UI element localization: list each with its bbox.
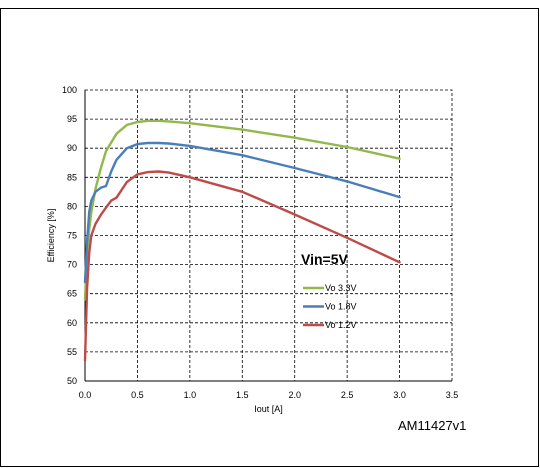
x-tick-label: 2.5 (341, 390, 354, 400)
y-tick-label: 95 (67, 114, 77, 124)
y-tick-label: 80 (67, 201, 77, 211)
x-tick-label: 3.0 (393, 390, 406, 400)
y-tick-label: 60 (67, 318, 77, 328)
series-line-vo-1-2v (83, 170, 401, 362)
legend-label-vo-1-8v: Vo 1.8V (325, 302, 357, 312)
y-tick-label: 75 (67, 231, 77, 241)
x-tick-label: 0.5 (131, 390, 144, 400)
y-tick-label: 90 (67, 143, 77, 153)
series-line-vo-1-8v (83, 141, 401, 284)
tick-labels: 0.0 0.5 1.0 1.5 2.0 2.5 3.0 3.5 50 55 60 65 70 75 80 85… (62, 85, 458, 400)
legend-label-vo-1-2v: Vo 1.2V (325, 320, 357, 330)
y-tick-label: 100 (62, 85, 77, 95)
y-tick-label: 55 (67, 347, 77, 357)
x-tick-label: 2.0 (288, 390, 301, 400)
vin-annotation: Vin=5V (301, 251, 348, 267)
y-tick-label: 70 (67, 260, 77, 270)
y-axis-title: Efficiency [%] (46, 209, 56, 263)
figure-id-label: AM11427v1 (398, 418, 467, 433)
x-tick-label: 0.0 (79, 390, 92, 400)
x-tick-label: 1.0 (184, 390, 197, 400)
x-tick-label: 3.5 (446, 390, 459, 400)
x-tick-label: 1.5 (236, 390, 249, 400)
y-tick-label: 85 (67, 172, 77, 182)
series-lines (83, 119, 401, 362)
y-tick-label: 50 (67, 376, 77, 386)
legend: Vo 3.3V Vo 1.8V Vo 1.2V (303, 283, 357, 330)
series-line-vo-3-3v (83, 119, 401, 301)
legend-label-vo-3-3v: Vo 3.3V (325, 283, 357, 293)
y-tick-label: 65 (67, 289, 77, 299)
x-axis-title: Iout [A] (254, 404, 283, 414)
